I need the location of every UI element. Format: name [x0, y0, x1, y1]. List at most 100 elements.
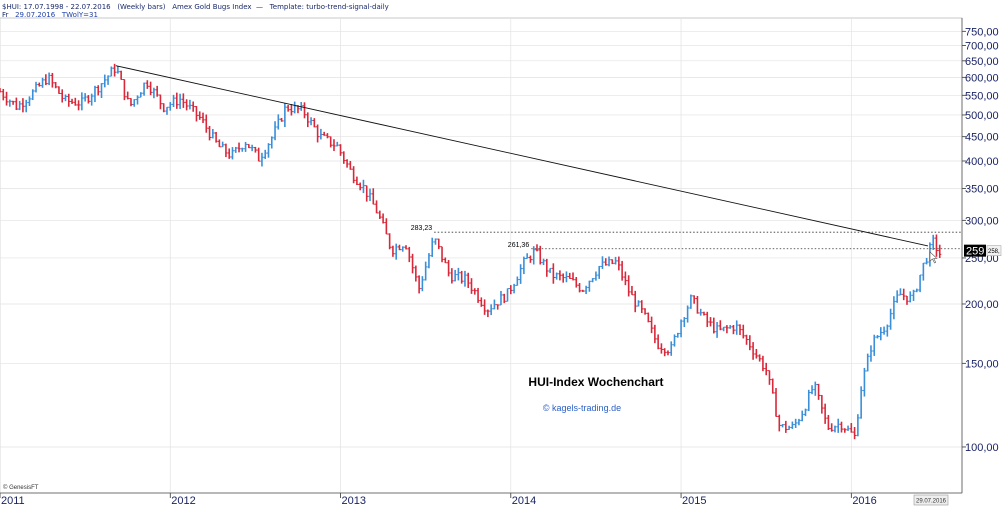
price-bar	[80, 92, 84, 111]
x-tick-label: 2014	[512, 495, 536, 507]
price-bar	[499, 290, 503, 306]
price-bar	[807, 389, 811, 412]
footer-date-box: 29.07.2016	[913, 494, 949, 506]
price-bar	[44, 74, 48, 86]
price-bar	[319, 128, 323, 140]
price-bar	[594, 271, 598, 281]
price-bar	[365, 185, 369, 202]
price-bar	[859, 386, 863, 419]
price-bar	[879, 327, 883, 341]
price-bar	[384, 218, 388, 235]
price-bar	[686, 305, 690, 323]
price-bar	[705, 311, 709, 327]
price-bar	[433, 238, 438, 245]
price-bar	[676, 332, 680, 338]
price-bar	[135, 95, 140, 105]
header-bar-type: (Weekly bars)	[117, 3, 166, 11]
price-bar	[846, 425, 850, 431]
price-bar	[522, 256, 526, 275]
price-bar	[938, 244, 942, 259]
price-bar	[456, 267, 461, 281]
price-bar	[803, 408, 808, 417]
price-bar	[355, 176, 359, 186]
price-bar	[50, 72, 54, 88]
price-bar	[279, 117, 284, 122]
price-bar	[555, 272, 559, 280]
price-bar	[302, 102, 307, 119]
header-date: 29.07.2016	[15, 11, 56, 19]
y-tick-label: 650,00	[965, 56, 999, 68]
x-tick-label: 2015	[682, 495, 706, 507]
price-bar	[564, 271, 569, 283]
price-bar	[283, 103, 287, 127]
price-bar	[338, 144, 343, 156]
price-bar	[191, 101, 195, 112]
x-tick-label: 2011	[1, 495, 25, 507]
price-bar	[453, 269, 457, 282]
price-bar	[558, 270, 562, 281]
price-bar	[440, 246, 444, 263]
price-bar	[843, 428, 847, 433]
price-bar	[14, 97, 18, 111]
price-bar	[833, 425, 837, 433]
price-bar	[263, 149, 267, 160]
price-bar	[237, 142, 241, 153]
price-bar	[145, 80, 149, 89]
price-bar	[165, 106, 169, 115]
price-bar	[908, 291, 912, 303]
price-bar	[653, 324, 657, 344]
price-bar	[869, 345, 873, 362]
price-bar	[142, 82, 146, 96]
price-bar	[545, 258, 549, 277]
price-bar	[934, 234, 939, 257]
price-bar	[247, 143, 251, 149]
price-bar	[8, 99, 12, 107]
price-bar	[185, 99, 189, 111]
price-bar	[63, 94, 68, 102]
price-bar	[149, 81, 153, 96]
price-bar	[581, 289, 585, 292]
price-bar	[450, 268, 454, 284]
price-bar	[381, 213, 385, 224]
price-bar	[872, 334, 876, 356]
price-bar	[446, 260, 451, 277]
price-bar	[427, 253, 431, 269]
price-bar	[322, 131, 326, 136]
price-bar	[109, 66, 113, 77]
price-bar	[607, 256, 611, 267]
price-bar	[666, 350, 670, 356]
price-bar	[230, 147, 235, 160]
price-bar	[479, 297, 483, 307]
price-bars	[0, 63, 942, 440]
price-bar	[915, 288, 919, 293]
header-instrument: Amex Gold Bugs Index	[172, 3, 252, 11]
price-bar	[76, 100, 81, 111]
x-tick-label: 2013	[342, 495, 366, 507]
price-bar	[93, 85, 97, 103]
price-bar	[132, 99, 136, 107]
price-bar	[204, 114, 208, 133]
price-bar	[155, 85, 159, 97]
price-bar	[139, 92, 143, 98]
price-bar	[577, 283, 582, 293]
price-bar	[731, 325, 736, 335]
header-symbol-range: $HUI: 17.07.1998 - 22.07.2016	[2, 3, 111, 11]
price-bar	[27, 96, 32, 107]
price-bar	[31, 89, 35, 100]
price-bar	[695, 295, 700, 314]
price-bar	[496, 304, 500, 310]
price-bar	[548, 267, 552, 273]
price-bar	[895, 290, 899, 303]
price-bar	[430, 237, 434, 257]
price-bar	[643, 308, 647, 315]
price-bar	[568, 272, 572, 279]
price-bar	[211, 128, 215, 139]
price-bar	[561, 273, 565, 283]
y-tick-label: 750,00	[965, 26, 999, 38]
horizontal-level-label: 283,23	[411, 225, 433, 232]
price-bar	[777, 414, 781, 432]
price-bar	[931, 234, 935, 250]
price-bar	[646, 312, 650, 323]
price-bar	[787, 425, 791, 430]
